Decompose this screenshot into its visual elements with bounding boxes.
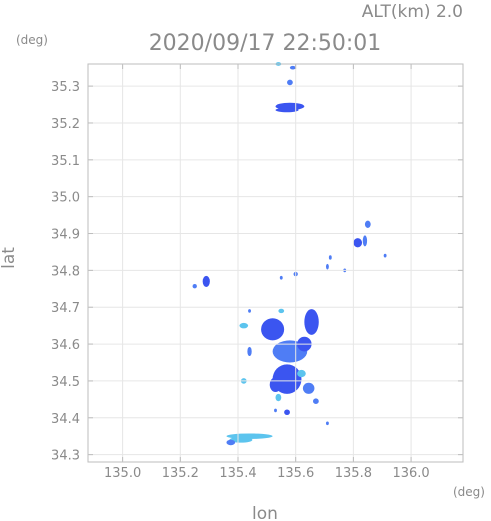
radar-echo <box>383 253 387 258</box>
radar-echo <box>247 346 252 357</box>
x-tick-label: 135.2 <box>162 466 199 481</box>
y-tick-label: 34.7 <box>51 301 80 316</box>
radar-echo <box>279 275 283 280</box>
radar-echo <box>261 318 285 341</box>
radar-echo <box>239 322 249 329</box>
echo-layer <box>192 62 387 446</box>
radar-echo <box>313 398 319 404</box>
radar-echo <box>284 409 290 416</box>
y-tick-label: 34.5 <box>51 375 80 390</box>
radar-echo <box>297 369 306 378</box>
x-tick-label: 135.8 <box>335 466 372 481</box>
y-tick-label: 35.2 <box>51 117 80 132</box>
radar-echo <box>287 79 293 86</box>
radar-echo <box>325 421 329 426</box>
radar-echo <box>192 284 197 289</box>
plot-frame <box>87 63 464 463</box>
y-tick-label: 35.3 <box>51 80 80 95</box>
y-tick-label: 35.0 <box>51 191 80 206</box>
x-tick-label: 136.0 <box>392 466 429 481</box>
radar-echo <box>275 107 299 113</box>
radar-echo <box>269 377 282 392</box>
radar-echo <box>302 382 315 394</box>
radar-echo <box>328 255 332 260</box>
radar-echo <box>275 393 282 402</box>
y-tick-labels: 34.3 34.4 34.5 34.6 34.7 34.8 34.9 35.0 35.1 35.2… <box>51 80 80 464</box>
y-tick-label: 34.9 <box>51 228 80 243</box>
chart-subtitle: ALT(km) 2.0 <box>362 2 463 22</box>
radar-echo <box>362 235 368 247</box>
x-axis-label: lon <box>252 504 278 521</box>
x-tick-labels: 135.0 135.2 135.4 135.6 135.8 136.0 <box>104 466 430 481</box>
radar-echo <box>202 275 210 287</box>
radar-echo <box>274 408 277 413</box>
y-tick-label: 34.6 <box>51 338 80 353</box>
y-unit-label: (deg) <box>16 33 48 47</box>
y-tick-label: 34.4 <box>51 412 80 427</box>
chart-title: 2020/09/17 22:50:01 <box>149 31 382 56</box>
radar-echo <box>304 309 319 335</box>
y-axis-label: lat <box>0 247 19 269</box>
radar-echo <box>229 437 253 443</box>
y-tick-label: 34.8 <box>51 264 80 279</box>
radar-echo <box>325 263 329 270</box>
radar-echo <box>226 439 236 446</box>
x-unit-label: (deg) <box>453 485 485 499</box>
x-tick-label: 135.0 <box>104 466 141 481</box>
x-tick-label: 135.4 <box>219 466 256 481</box>
y-tick-label: 34.3 <box>51 449 80 464</box>
x-tick-label: 135.6 <box>277 466 314 481</box>
plot-border <box>87 63 464 463</box>
radar-echo <box>289 65 296 70</box>
radar-echo <box>353 238 363 248</box>
radar-echo <box>278 308 285 314</box>
radar-echo <box>364 220 371 228</box>
y-tick-label: 35.1 <box>51 154 80 169</box>
radar-echo <box>248 309 251 313</box>
